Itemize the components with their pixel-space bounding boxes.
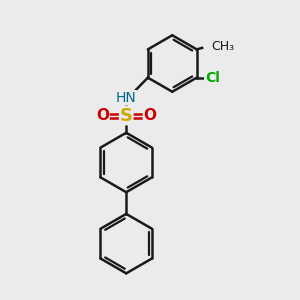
Text: O: O <box>143 108 157 123</box>
Text: O: O <box>96 108 109 123</box>
Text: HN: HN <box>116 91 136 105</box>
Text: CH₃: CH₃ <box>212 40 235 53</box>
Text: S: S <box>120 106 133 124</box>
Text: Cl: Cl <box>205 70 220 85</box>
